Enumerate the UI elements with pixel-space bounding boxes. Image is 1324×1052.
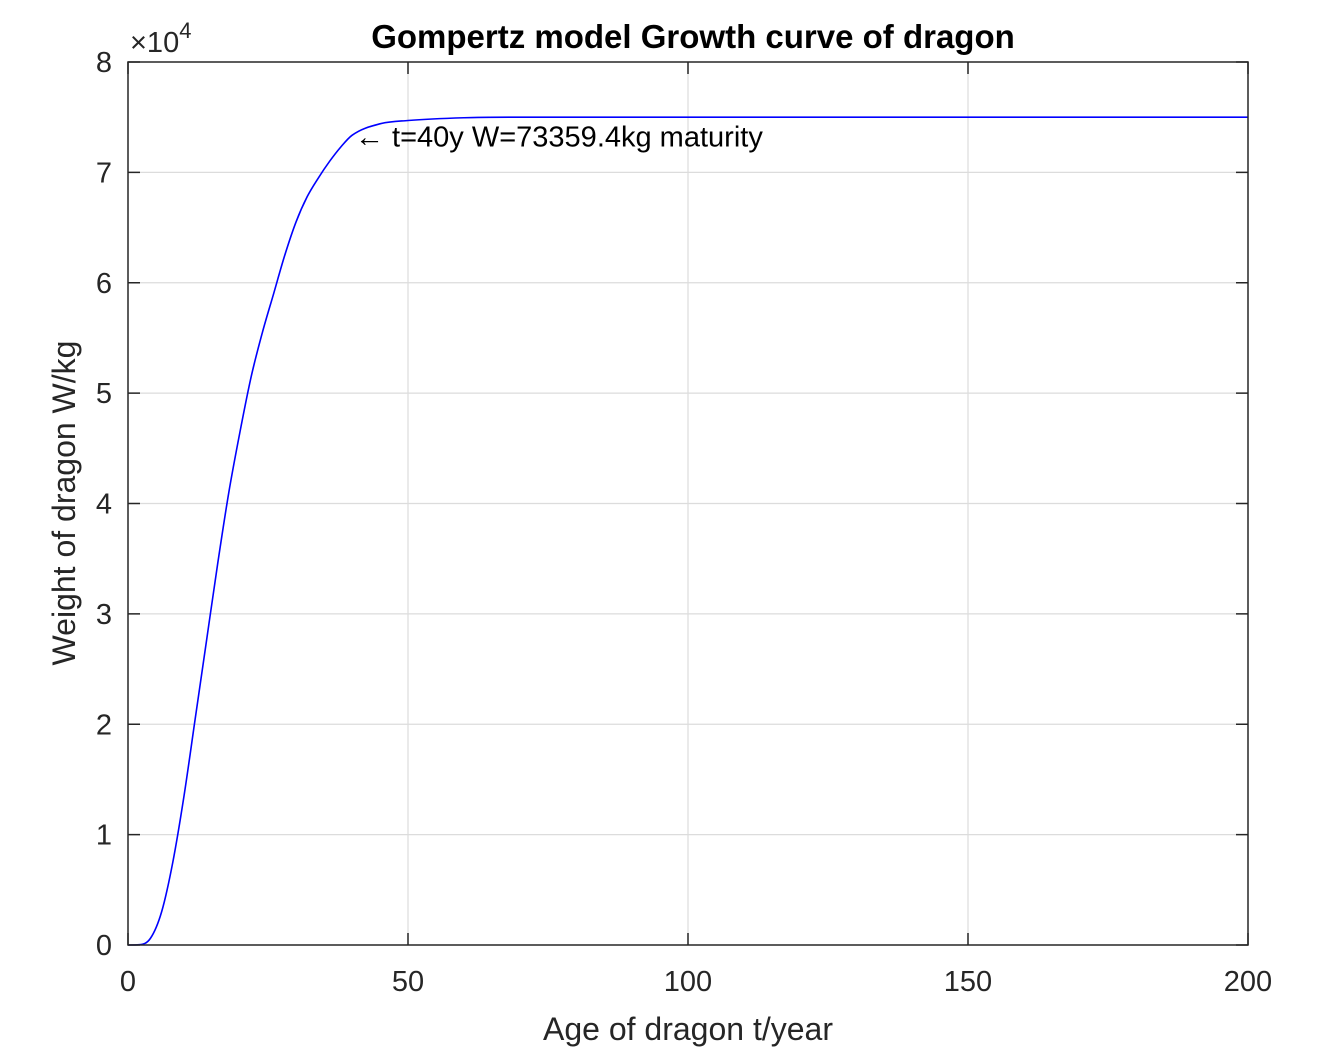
- series-line-0: [127, 116, 1248, 946]
- x-tick-label: 150: [944, 966, 992, 998]
- x-tick-label: 0: [120, 966, 136, 998]
- annotation-text: ← t=40y W=73359.4kg maturity: [355, 121, 763, 153]
- annotation-layer: ← t=40y W=73359.4kg maturity: [355, 121, 763, 153]
- x-tick-labels: 0 50 100 150 200: [120, 966, 1272, 998]
- y-tick-label: 8: [96, 47, 112, 79]
- x-axis-label: Age of dragon t/year: [543, 1011, 833, 1047]
- y-tick-label: 7: [96, 157, 112, 189]
- x-tick-label: 100: [664, 966, 712, 998]
- y-tick-label: 4: [96, 489, 112, 521]
- y-tick-label: 3: [96, 599, 112, 631]
- x-tick-label: 200: [1224, 966, 1272, 998]
- grid: [128, 62, 1248, 945]
- y-exponent-label: ×104: [130, 18, 191, 59]
- y-tick-label: 2: [96, 709, 112, 741]
- x-tick-label: 50: [392, 966, 424, 998]
- y-tick-labels: 0 1 2 3 4 5 6 7 8: [96, 47, 112, 962]
- y-tick-label: 5: [96, 378, 112, 410]
- series-layer: [127, 116, 1248, 946]
- y-axis-label: Weight of dragon W/kg: [46, 341, 82, 666]
- chart-title: Gompertz model Growth curve of dragon: [371, 18, 1015, 55]
- tick-marks: [127, 61, 1249, 946]
- y-tick-label: 6: [96, 268, 112, 300]
- y-tick-label: 0: [96, 930, 112, 962]
- y-tick-label: 1: [96, 820, 112, 852]
